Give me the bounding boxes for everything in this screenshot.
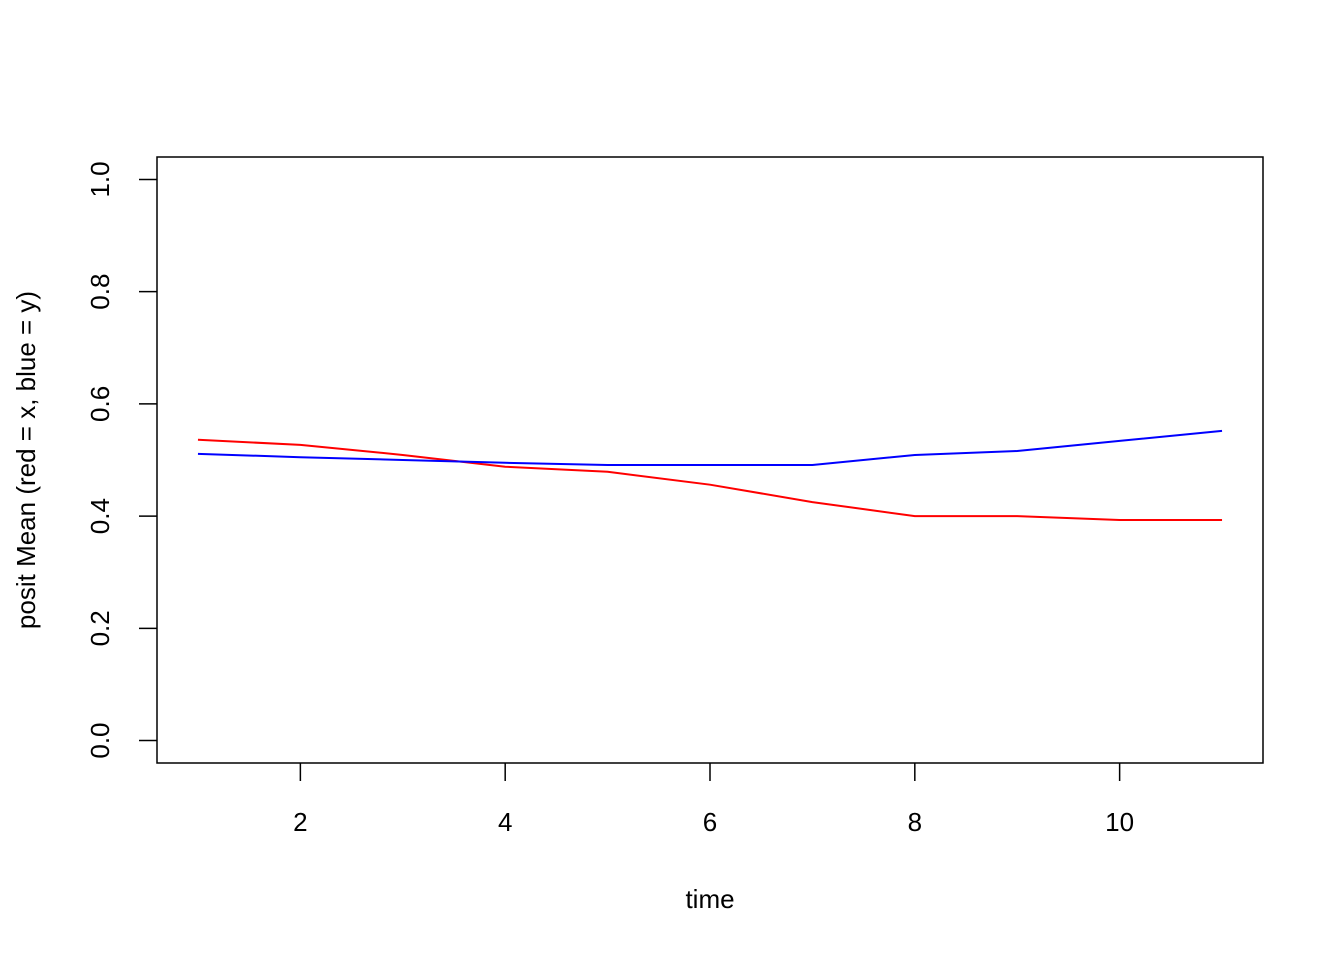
- y-tick-label: 0.2: [85, 610, 115, 646]
- x-axis-title: time: [685, 884, 734, 914]
- x-tick-label: 4: [498, 807, 512, 837]
- y-tick-label: 0.6: [85, 386, 115, 422]
- y-axis-title: posit Mean (red = x, blue = y): [11, 291, 41, 629]
- x-tick-label: 8: [908, 807, 922, 837]
- x-tick-label: 2: [293, 807, 307, 837]
- x-tick-label: 10: [1105, 807, 1134, 837]
- y-tick-label: 0.8: [85, 274, 115, 310]
- series-line: [197, 429, 1223, 467]
- x-tick-label: 6: [703, 807, 717, 837]
- y-tick-label: 0.0: [85, 722, 115, 758]
- y-tick-label: 1.0: [85, 161, 115, 197]
- y-tick-label: 0.4: [85, 498, 115, 534]
- series-line: [197, 438, 1223, 522]
- plot-box: [156, 156, 1264, 764]
